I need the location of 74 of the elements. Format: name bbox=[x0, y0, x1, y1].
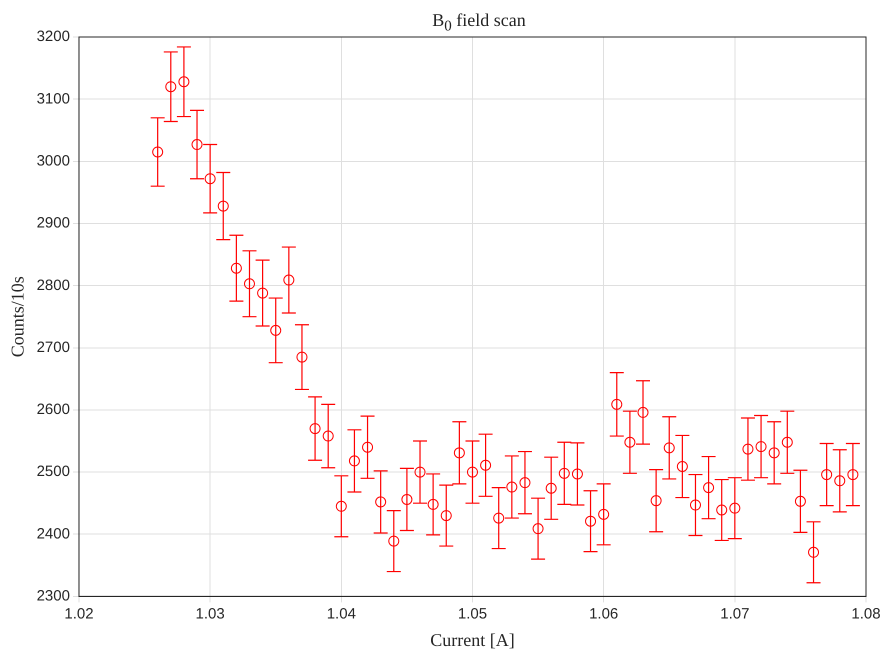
x-tick-label: 1.02 bbox=[64, 606, 94, 623]
point bbox=[204, 173, 216, 184]
point bbox=[585, 516, 596, 527]
point bbox=[401, 494, 412, 505]
point bbox=[572, 468, 583, 480]
point bbox=[506, 482, 518, 493]
point bbox=[768, 447, 780, 458]
point bbox=[296, 352, 308, 363]
x-tick-label: 1.08 bbox=[851, 606, 881, 623]
y-tick-label: 2700 bbox=[36, 338, 70, 356]
point bbox=[794, 496, 806, 507]
point bbox=[440, 510, 452, 522]
point bbox=[283, 274, 294, 286]
point bbox=[834, 475, 846, 486]
point bbox=[257, 288, 268, 299]
point bbox=[165, 81, 176, 92]
y-tick-label: 3100 bbox=[36, 90, 70, 108]
x-tick-label: 1.07 bbox=[720, 606, 750, 623]
point bbox=[192, 139, 203, 150]
point bbox=[716, 504, 728, 516]
point bbox=[375, 496, 386, 508]
y-tick-label: 2800 bbox=[36, 276, 70, 294]
point bbox=[244, 278, 255, 290]
point bbox=[650, 495, 662, 506]
point bbox=[270, 324, 282, 336]
point bbox=[362, 442, 374, 453]
point bbox=[414, 466, 426, 478]
point bbox=[152, 146, 164, 158]
x-tick-label: 1.04 bbox=[326, 606, 356, 623]
y-axis-title: Counts/10s bbox=[8, 276, 28, 358]
y-tick-label: 3000 bbox=[36, 152, 70, 170]
point bbox=[638, 406, 649, 418]
point bbox=[821, 469, 832, 480]
chart-title: B$_{0}$ field scan bbox=[431, 10, 527, 36]
point bbox=[310, 423, 321, 434]
point bbox=[611, 398, 622, 410]
x-tick-label: 1.05 bbox=[458, 606, 488, 623]
point bbox=[218, 200, 229, 212]
point bbox=[466, 466, 478, 478]
point bbox=[454, 447, 465, 458]
point bbox=[756, 441, 767, 452]
point bbox=[676, 460, 688, 472]
point bbox=[782, 436, 793, 448]
y-tick-label: 2900 bbox=[36, 214, 70, 232]
point bbox=[336, 500, 347, 512]
point bbox=[808, 546, 820, 558]
point bbox=[322, 430, 334, 442]
point bbox=[558, 468, 570, 479]
point bbox=[703, 482, 714, 494]
point bbox=[742, 444, 754, 455]
point bbox=[230, 262, 242, 274]
y-tick-label: 2500 bbox=[36, 463, 70, 480]
point bbox=[690, 500, 701, 511]
point bbox=[532, 523, 544, 534]
x-tick-label: 1.03 bbox=[196, 606, 225, 623]
point bbox=[493, 512, 504, 524]
point bbox=[480, 460, 492, 471]
y-tick-label: 2400 bbox=[36, 525, 70, 542]
point bbox=[847, 469, 858, 480]
point bbox=[348, 455, 360, 466]
point bbox=[178, 76, 190, 88]
y-tick-label: 3200 bbox=[36, 28, 70, 46]
point bbox=[388, 536, 400, 547]
point bbox=[598, 508, 610, 520]
point bbox=[546, 482, 557, 494]
y-tick-label: 2300 bbox=[36, 588, 70, 605]
y-tick-label: 2600 bbox=[36, 401, 70, 418]
point bbox=[664, 442, 675, 454]
point bbox=[624, 436, 636, 448]
x-axis-title: Current [A] bbox=[430, 630, 515, 650]
point bbox=[428, 498, 439, 510]
point bbox=[519, 477, 530, 488]
point bbox=[729, 502, 740, 514]
x-tick-label: 1.06 bbox=[589, 606, 618, 623]
